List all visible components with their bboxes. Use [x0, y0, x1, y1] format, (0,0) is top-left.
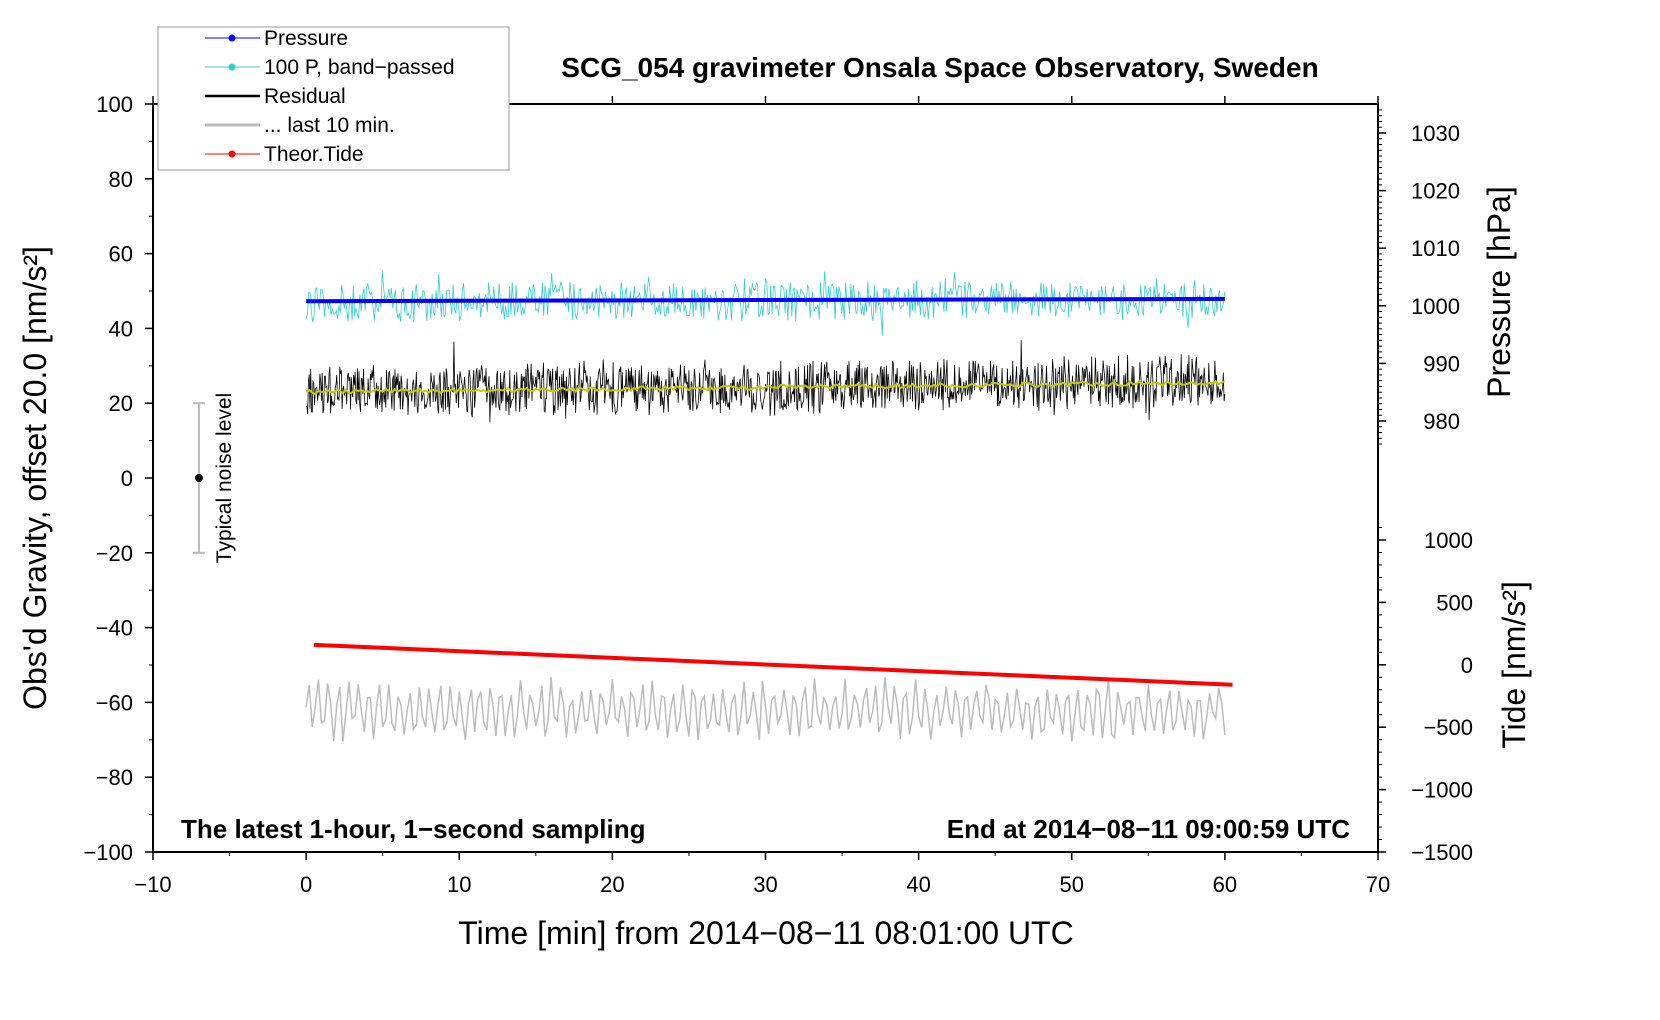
plot-area — [192, 270, 1233, 742]
pressure-tick-label: 1030 — [1411, 121, 1460, 146]
y-tick-label: −60 — [96, 690, 133, 715]
y-tick-label: 0 — [121, 466, 133, 491]
x-axis: −10 0 10 20 30 40 50 60 70 — [134, 96, 1390, 897]
x-tick-label: 70 — [1366, 872, 1390, 897]
x-tick-label: 20 — [600, 872, 624, 897]
pressure-tick-label: 1020 — [1411, 179, 1460, 204]
legend-marker — [228, 150, 236, 158]
y-tick-label: 80 — [109, 167, 133, 192]
legend: Pressure 100 P, band−passed Residual ... la… — [157, 26, 510, 171]
x-tick-label: 50 — [1060, 872, 1084, 897]
x-axis-label: Time [min] from 2014−08−11 08:01:00 UTC — [458, 915, 1073, 951]
noise-label: Typical noise level — [213, 393, 236, 563]
x-tick-label: 10 — [447, 872, 471, 897]
y-tick-label: 60 — [109, 242, 133, 267]
residual-smoothed-line — [305, 379, 1226, 396]
legend-label: 100 P, band−passed — [264, 56, 455, 79]
pressure-axis-label: Pressure [hPa] — [1481, 186, 1517, 398]
y-tick-label: 40 — [109, 316, 133, 341]
x-tick-label: 40 — [906, 872, 930, 897]
y-tick-label: −100 — [83, 840, 133, 865]
x-tick-label: 0 — [300, 872, 312, 897]
tide-tick-label: 1000 — [1424, 528, 1473, 553]
pressure-line — [306, 296, 1225, 304]
pressure-tick-label: 980 — [1423, 409, 1460, 434]
annotation-left: The latest 1-hour, 1−second sampling — [181, 814, 646, 844]
annotation-right: End at 2014−08−11 09:00:59 UTC — [947, 814, 1350, 844]
tide-line — [313, 642, 1233, 687]
y-axis-label: Obs'd Gravity, offset 20.0 [nm/s²] — [17, 246, 53, 710]
pressure-axis: 1030 1020 1010 1000 990 980 — [1378, 109, 1460, 445]
y-axis: 100 80 60 40 20 0 −20 −40 −60 −80 −100 — [83, 92, 153, 865]
y-tick-label: −40 — [96, 616, 133, 641]
tide-tick-label: −500 — [1423, 715, 1473, 740]
pressure-tick-label: 990 — [1423, 351, 1460, 376]
x-tick-label: 60 — [1213, 872, 1237, 897]
y-tick-label: −80 — [96, 765, 133, 790]
tide-tick-label: −1500 — [1411, 840, 1473, 865]
legend-marker — [228, 34, 236, 42]
tide-tick-label: 500 — [1436, 590, 1473, 615]
noise-bar-dot — [194, 474, 203, 482]
tide-tick-label: −1000 — [1411, 778, 1473, 803]
residual-line — [305, 340, 1226, 423]
chart-title: SCG_054 gravimeter Onsala Space Observat… — [561, 52, 1318, 83]
y-tick-label: 20 — [109, 391, 133, 416]
tide-tick-label: 0 — [1461, 653, 1473, 678]
x-tick-label: −10 — [134, 872, 171, 897]
tide-axis: 1000 500 0 −500 −1000 −1500 — [1378, 527, 1473, 865]
x-tick-label: 30 — [753, 872, 777, 897]
legend-label: Theor.Tide — [264, 143, 364, 166]
pressure-tick-label: 1000 — [1411, 294, 1460, 319]
bandpassed-pressure-line — [305, 270, 1226, 336]
y-tick-label: −20 — [96, 541, 133, 566]
last-10-min-line — [305, 677, 1226, 742]
y-tick-label: 100 — [96, 92, 133, 117]
legend-label: Residual — [264, 85, 346, 108]
legend-marker — [228, 63, 236, 71]
legend-label: ... last 10 min. — [264, 114, 395, 137]
plot-frame — [152, 103, 1379, 853]
tide-axis-label: Tide [nm/s²] — [1496, 581, 1532, 749]
pressure-tick-label: 1010 — [1411, 236, 1460, 261]
legend-label: Pressure — [264, 27, 348, 50]
